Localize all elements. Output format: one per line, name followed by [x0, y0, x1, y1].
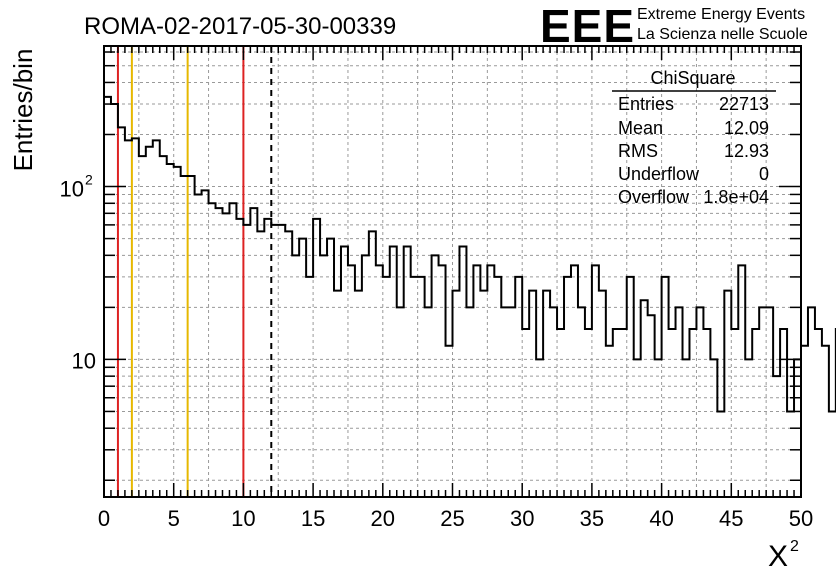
eee-logo-text: EEE [540, 0, 635, 52]
histogram-series [104, 95, 836, 413]
x-tick-label: 5 [168, 506, 180, 531]
stats-value-mean: 12.09 [724, 118, 769, 138]
stats-value-rms: 12.93 [724, 141, 769, 161]
x-axis-label: X 2 [768, 538, 799, 572]
y-tick-label: 10 [60, 177, 84, 202]
chart-title: ROMA-02-2017-05-30-00339 [84, 13, 396, 40]
x-tick-label: 30 [510, 506, 534, 531]
x-tick-label: 10 [231, 506, 255, 531]
x-tick-label: 25 [440, 506, 464, 531]
stats-label-underflow: Underflow [618, 164, 700, 184]
eee-logo: EEE Extreme Energy Events La Scienza nel… [540, 0, 808, 52]
x-tick-label: 50 [789, 506, 813, 531]
x-tick-labels: 0 5 10 15 20 25 30 35 40 45 50 [98, 506, 813, 531]
x-tick-label: 15 [301, 506, 325, 531]
x-tick-label: 20 [371, 506, 395, 531]
y-axis-label: Entries/bin [8, 49, 38, 172]
org-tagline: La Scienza nelle Scuole [637, 26, 808, 43]
x-tick-label: 0 [98, 506, 110, 531]
y-tick-label-superscript: 2 [85, 172, 93, 188]
axes [103, 45, 802, 498]
stats-value-underflow: 0 [759, 164, 769, 184]
stats-title: ChiSquare [650, 68, 735, 88]
stats-label-rms: RMS [618, 141, 658, 161]
x-tick-label: 45 [719, 506, 743, 531]
y-tick-label: 10 [72, 348, 96, 373]
stats-label-entries: Entries [618, 94, 674, 114]
x-tick-label: 40 [649, 506, 673, 531]
x-axis-label-superscript: 2 [790, 538, 799, 555]
x-axis-label-text: X [768, 540, 788, 572]
x-tick-label: 35 [580, 506, 604, 531]
stats-label-mean: Mean [618, 118, 663, 138]
stats-value-overflow: 1.8e+04 [703, 187, 769, 207]
stats-label-overflow: Overflow [618, 187, 690, 207]
stats-box: ChiSquare Entries 22713 Mean 12.09 RMS 1… [612, 68, 776, 207]
org-name: Extreme Energy Events [637, 6, 805, 23]
stats-value-entries: 22713 [719, 94, 769, 114]
